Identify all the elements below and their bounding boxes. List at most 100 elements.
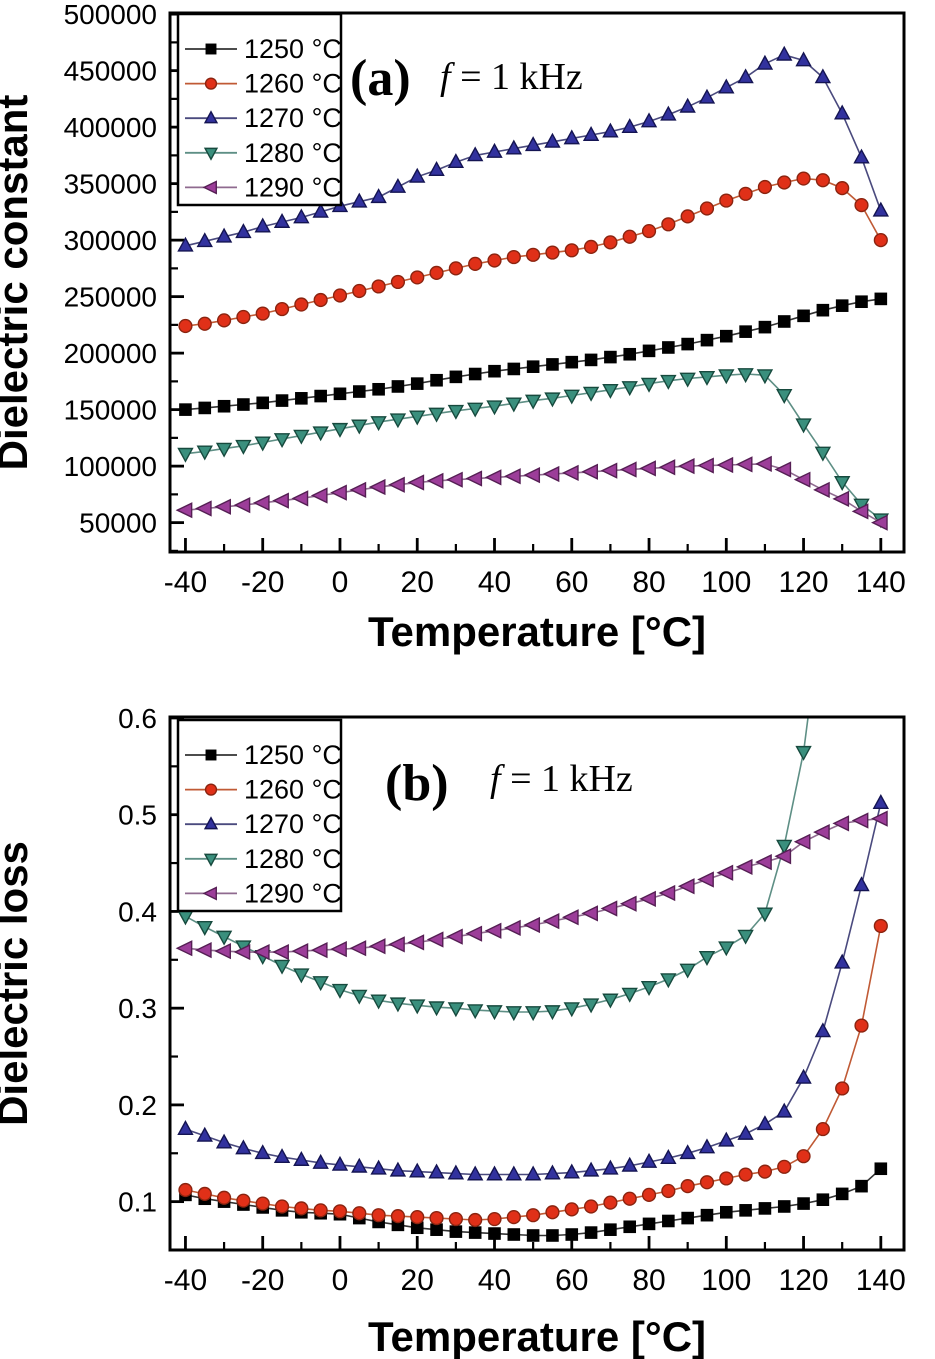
series-marker-1270C <box>640 1152 658 1168</box>
series-marker-1250C <box>662 1214 675 1228</box>
series-marker-1270C <box>698 1138 716 1154</box>
series-marker-1290C <box>735 456 753 473</box>
series-marker-1290C <box>755 455 772 472</box>
series-marker-1270C <box>254 1144 271 1160</box>
series-marker-1260C <box>526 1208 541 1223</box>
series-marker-1250C <box>488 1227 501 1240</box>
series-marker-1290C <box>426 472 444 489</box>
x-tick-label: 20 <box>401 566 434 599</box>
x-tick-label: -20 <box>241 1264 284 1297</box>
series-marker-1290C <box>735 858 753 876</box>
x-axis-title: Temperature [°C] <box>368 1313 706 1359</box>
x-tick-label: 0 <box>332 566 349 599</box>
series-marker-1270C <box>196 232 213 248</box>
y-axis-title: Dielectric constant <box>0 95 36 471</box>
series-marker-1270C <box>428 161 445 176</box>
series-marker-1290C <box>194 942 212 959</box>
series-marker-1290C <box>832 815 850 832</box>
series-marker-1280C <box>331 422 349 438</box>
x-tick-label: -20 <box>241 566 284 599</box>
series-marker-1270C <box>409 1162 426 1178</box>
series-marker-1250C <box>642 1217 656 1231</box>
series-marker-1260C <box>313 292 328 308</box>
series-marker-1290C <box>639 890 656 907</box>
series-marker-1250C <box>546 1229 559 1242</box>
series-marker-1290C <box>330 941 347 958</box>
series-marker-1260C <box>506 1210 521 1225</box>
series-marker-1260C <box>777 1159 792 1174</box>
series-marker-1290C <box>813 823 830 841</box>
series-marker-1270C <box>505 139 523 155</box>
series-marker-1290C <box>484 469 502 486</box>
x-tick-label: 140 <box>856 1264 906 1297</box>
legend-label: 1270 °C <box>244 103 342 133</box>
series-marker-1280C <box>698 370 716 386</box>
series-marker-1290C <box>851 503 869 520</box>
series-marker-1250C <box>449 1225 463 1238</box>
series-marker-1250C <box>275 394 289 407</box>
series-marker-1270C <box>679 1144 696 1160</box>
series-marker-1270C <box>215 227 233 243</box>
x-tick-label: 0 <box>332 1264 349 1297</box>
series-marker-1250C <box>584 353 598 367</box>
y-tick-label: 0.4 <box>118 896 157 927</box>
series-marker-1270C <box>776 1102 793 1118</box>
series-marker-1270C <box>872 794 890 809</box>
series-line-1280C <box>185 717 809 1013</box>
series-marker-1260C <box>429 1210 444 1226</box>
series-marker-1260C <box>236 1193 251 1208</box>
x-tick-label: 60 <box>555 566 588 599</box>
plot-frame <box>168 715 906 1252</box>
series-marker-1290C <box>542 912 560 930</box>
series-marker-1260C <box>854 197 869 213</box>
series-marker-1290C <box>851 812 869 829</box>
series-marker-1280C <box>660 973 677 989</box>
series-marker-1250C <box>700 1208 714 1222</box>
series-marker-1280C <box>389 997 407 1013</box>
series-marker-1280C <box>718 941 735 957</box>
series-marker-1290C <box>504 468 521 485</box>
series-marker-1290C <box>194 500 212 517</box>
series-marker-1290C <box>252 943 270 961</box>
series-marker-1260C <box>487 253 502 268</box>
series-marker-1250C <box>526 1229 540 1242</box>
series-marker-1250C <box>623 1220 637 1234</box>
series-marker-1270C <box>177 236 194 252</box>
series-marker-1260C <box>603 235 618 250</box>
series-marker-1260C <box>545 245 560 260</box>
series-marker-1270C <box>737 68 754 84</box>
series-marker-1290C <box>310 942 328 959</box>
series-marker-1270C <box>312 202 329 218</box>
series-marker-1250C <box>217 399 231 413</box>
series-marker-1290C <box>407 474 425 491</box>
series-marker-1290C <box>349 481 367 498</box>
series-marker-1280C <box>331 983 349 999</box>
series-marker-1270C <box>467 146 484 162</box>
series-marker-1250C <box>855 1179 868 1193</box>
series-marker-1280C <box>254 436 271 452</box>
series-marker-1260C <box>274 1199 290 1214</box>
series-marker-1250C <box>874 292 888 306</box>
series-marker-1250C <box>623 347 637 361</box>
series-marker-1260C <box>390 1209 406 1224</box>
y-tick-label: 0.5 <box>118 800 157 831</box>
x-tick-label: 20 <box>401 1264 434 1297</box>
series-marker-1260C <box>216 313 232 328</box>
series-marker-1280C <box>351 419 368 435</box>
series-marker-1280C <box>196 921 213 936</box>
series-marker-1280C <box>486 1005 503 1021</box>
legend-label: 1280 °C <box>244 138 342 168</box>
series-marker-1290C <box>871 514 888 531</box>
series-marker-1280C <box>737 368 754 384</box>
series-marker-1290C <box>484 922 502 939</box>
series-marker-1250C <box>874 1162 888 1176</box>
series-marker-1260C <box>410 1210 425 1225</box>
series-marker-1290C <box>793 471 811 488</box>
series-marker-1260C <box>294 297 309 312</box>
series-marker-1290C <box>233 943 251 961</box>
series-marker-1250C <box>662 341 675 354</box>
panel-background <box>0 0 935 660</box>
series-marker-1260C <box>680 209 695 224</box>
series-marker-1270C <box>389 177 407 193</box>
